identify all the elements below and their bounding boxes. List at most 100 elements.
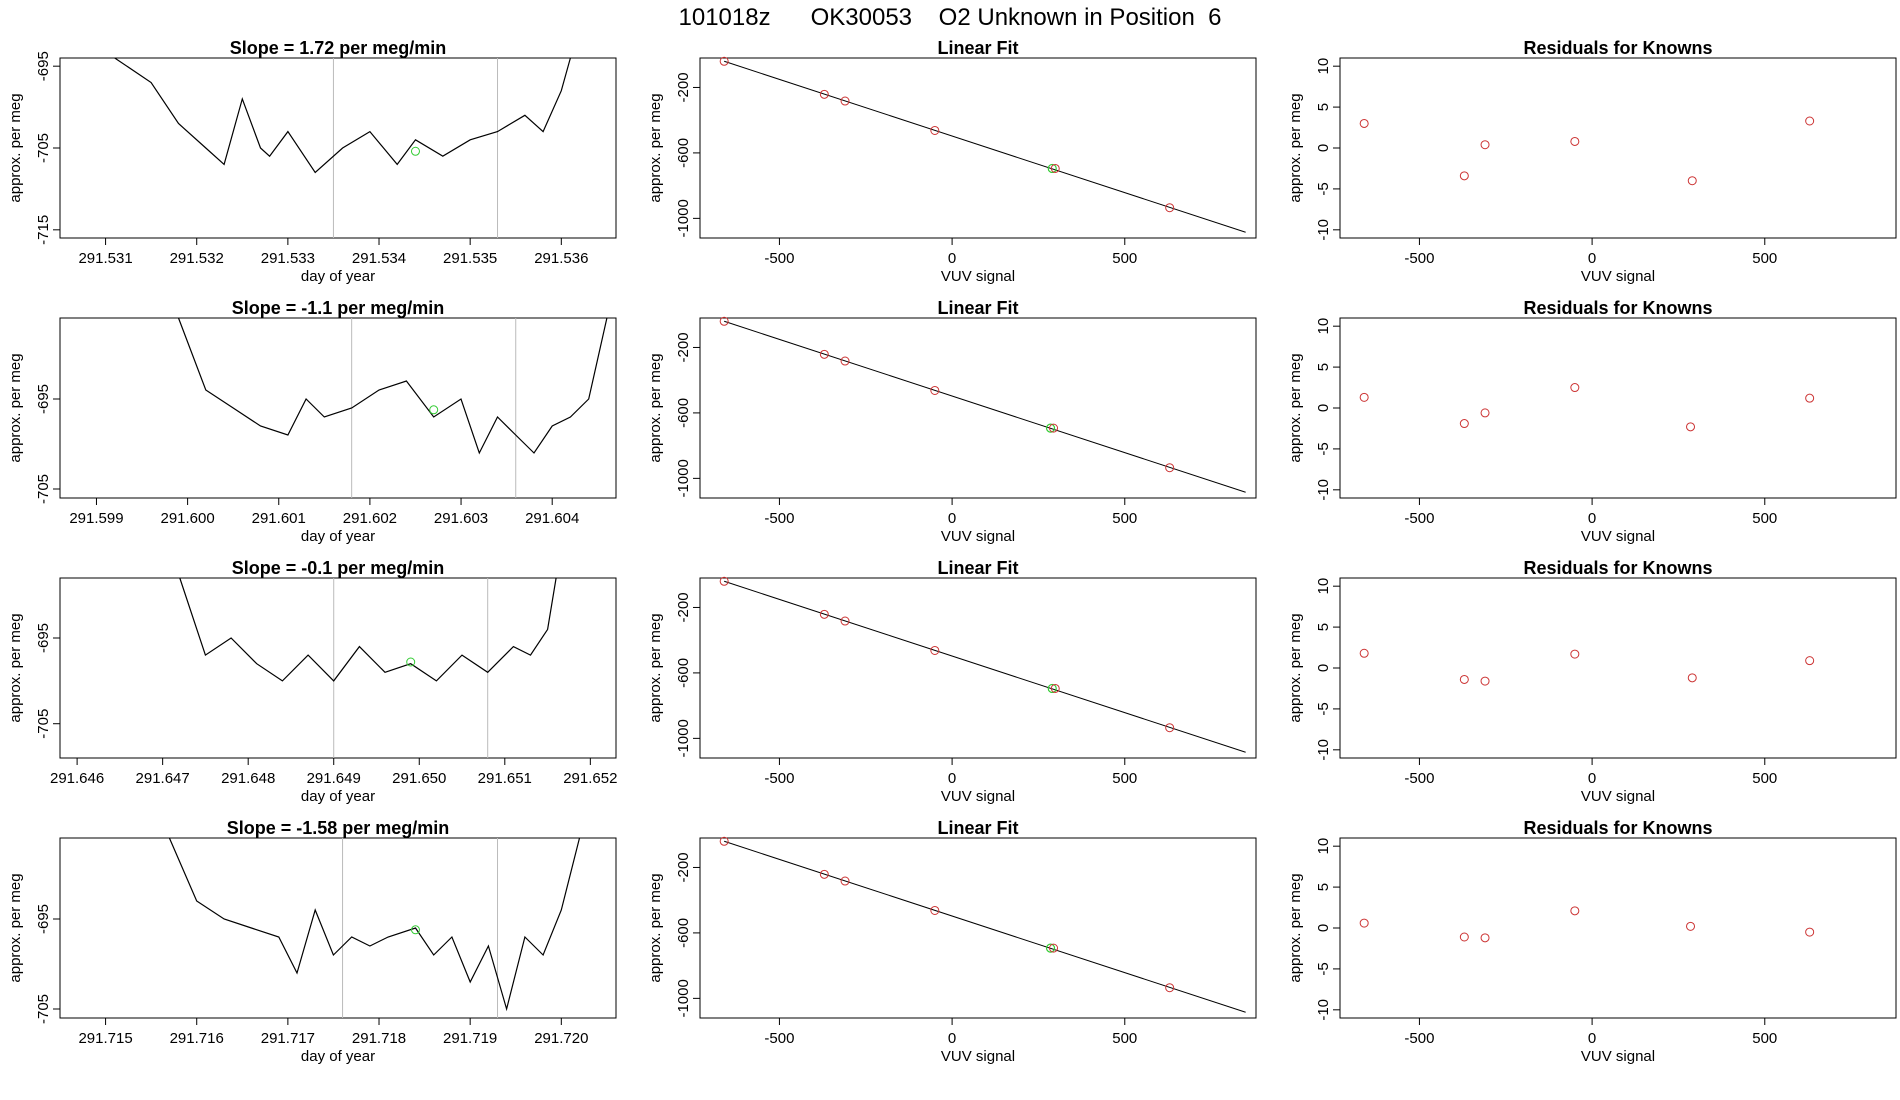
- x-tick-label: -500: [1404, 250, 1434, 267]
- fit-line: [724, 60, 1246, 233]
- plot-frame: [59, 317, 617, 499]
- y-axis-label: approx. per meg: [7, 613, 24, 722]
- y-axis-label: approx. per meg: [7, 353, 24, 462]
- x-axis-label: day of year: [301, 528, 375, 545]
- y-axis-label: approx. per meg: [647, 873, 664, 982]
- x-tick-label: 291.648: [221, 770, 275, 787]
- plot-frame: [1339, 837, 1897, 1019]
- x-tick-label: -500: [764, 510, 794, 527]
- y-tick-label: -200: [675, 592, 692, 622]
- unknown-marker: [429, 405, 439, 415]
- known-point: [930, 905, 940, 915]
- plot-frame: [699, 577, 1257, 759]
- x-tick-label: 291.533: [261, 250, 315, 267]
- x-tick-label: -500: [764, 1030, 794, 1047]
- y-tick-label: -10: [1315, 479, 1332, 501]
- x-tick-label: 291.717: [261, 1030, 315, 1047]
- residual-point: [1570, 383, 1580, 393]
- y-tick-label: -600: [675, 138, 692, 168]
- x-tick-label: 0: [1588, 1030, 1596, 1047]
- x-tick-label: 291.716: [170, 1030, 224, 1047]
- known-point: [1050, 163, 1060, 173]
- y-tick-label: -200: [675, 72, 692, 102]
- y-tick-label: -5: [1315, 182, 1332, 195]
- residual-point: [1687, 673, 1697, 683]
- y-tick-label: -10: [1315, 999, 1332, 1021]
- y-tick-label: 0: [1315, 404, 1332, 412]
- y-tick-label: 10: [1315, 58, 1332, 75]
- residual-point: [1686, 422, 1696, 432]
- x-tick-label: 500: [1112, 250, 1137, 267]
- unknown-point: [1047, 163, 1057, 174]
- y-tick-label: -705: [35, 709, 52, 739]
- figure-title: 101018z OK30053 O2 Unknown in Position 6: [678, 4, 1222, 31]
- y-tick-label: 0: [1315, 664, 1332, 672]
- x-axis-label: day of year: [301, 788, 375, 805]
- residual-point: [1359, 648, 1369, 658]
- y-tick-label: -695: [35, 623, 52, 653]
- known-point: [840, 96, 850, 106]
- y-axis-label: approx. per meg: [1287, 613, 1304, 722]
- known-point: [1049, 423, 1059, 433]
- x-tick-label: 0: [1588, 250, 1596, 267]
- plot-title: Residuals for Knowns: [1523, 298, 1712, 318]
- plot-title: Linear Fit: [937, 558, 1018, 578]
- x-tick-label: 291.534: [352, 250, 406, 267]
- x-tick-label: -500: [1404, 770, 1434, 787]
- x-tick-label: 291.719: [443, 1030, 497, 1047]
- unknown-point: [1045, 943, 1056, 953]
- plot-title: Linear Fit: [937, 818, 1018, 838]
- unknown-marker: [406, 657, 416, 667]
- y-tick-label: -705: [35, 474, 52, 504]
- plot-title: Residuals for Knowns: [1523, 558, 1712, 578]
- y-tick-label: 5: [1315, 103, 1332, 111]
- x-tick-label: 0: [1588, 770, 1596, 787]
- x-axis-label: VUV signal: [1581, 1048, 1655, 1065]
- known-point: [930, 385, 940, 395]
- y-tick-label: -200: [675, 332, 692, 362]
- known-point: [1165, 463, 1175, 473]
- x-tick-label: 291.601: [252, 510, 306, 527]
- x-tick-label: 500: [1112, 770, 1137, 787]
- residual-point: [1687, 176, 1697, 186]
- x-tick-label: -500: [1404, 1030, 1434, 1047]
- y-tick-label: -715: [35, 215, 52, 245]
- x-tick-label: 291.531: [78, 250, 132, 267]
- y-axis-label: approx. per meg: [647, 353, 664, 462]
- y-tick-label: 5: [1315, 883, 1332, 891]
- x-axis-label: VUV signal: [1581, 788, 1655, 805]
- x-tick-label: 291.715: [78, 1030, 132, 1047]
- residual-point: [1805, 656, 1815, 666]
- fit-line: [724, 320, 1246, 493]
- known-point: [819, 89, 829, 99]
- y-axis-label: approx. per meg: [7, 873, 24, 982]
- x-axis-label: VUV signal: [941, 788, 1015, 805]
- known-point: [840, 876, 850, 886]
- y-tick-label: 5: [1315, 623, 1332, 631]
- y-tick-label: 0: [1315, 144, 1332, 152]
- y-axis-label: approx. per meg: [1287, 353, 1304, 462]
- residual-point: [1805, 927, 1815, 937]
- residual-point: [1480, 933, 1490, 943]
- unknown-marker: [410, 146, 420, 156]
- fit-line: [724, 840, 1246, 1013]
- fit-line: [724, 580, 1246, 753]
- y-tick-label: -10: [1315, 219, 1332, 241]
- y-tick-label: -200: [675, 852, 692, 882]
- y-tick-label: -695: [35, 904, 52, 934]
- y-axis-label: approx. per meg: [1287, 93, 1304, 202]
- residual-point: [1480, 676, 1490, 686]
- x-axis-label: VUV signal: [941, 268, 1015, 285]
- known-point: [819, 869, 829, 879]
- x-tick-label: 291.535: [443, 250, 497, 267]
- residual-point: [1359, 392, 1369, 402]
- x-tick-label: 291.599: [69, 510, 123, 527]
- residual-point: [1570, 136, 1580, 146]
- plot-frame: [59, 57, 617, 239]
- known-point: [1165, 723, 1175, 733]
- x-tick-label: 500: [1752, 770, 1777, 787]
- x-tick-label: 291.604: [525, 510, 579, 527]
- plot-title: Linear Fit: [937, 38, 1018, 58]
- known-point: [1165, 203, 1175, 213]
- y-tick-label: -5: [1315, 702, 1332, 715]
